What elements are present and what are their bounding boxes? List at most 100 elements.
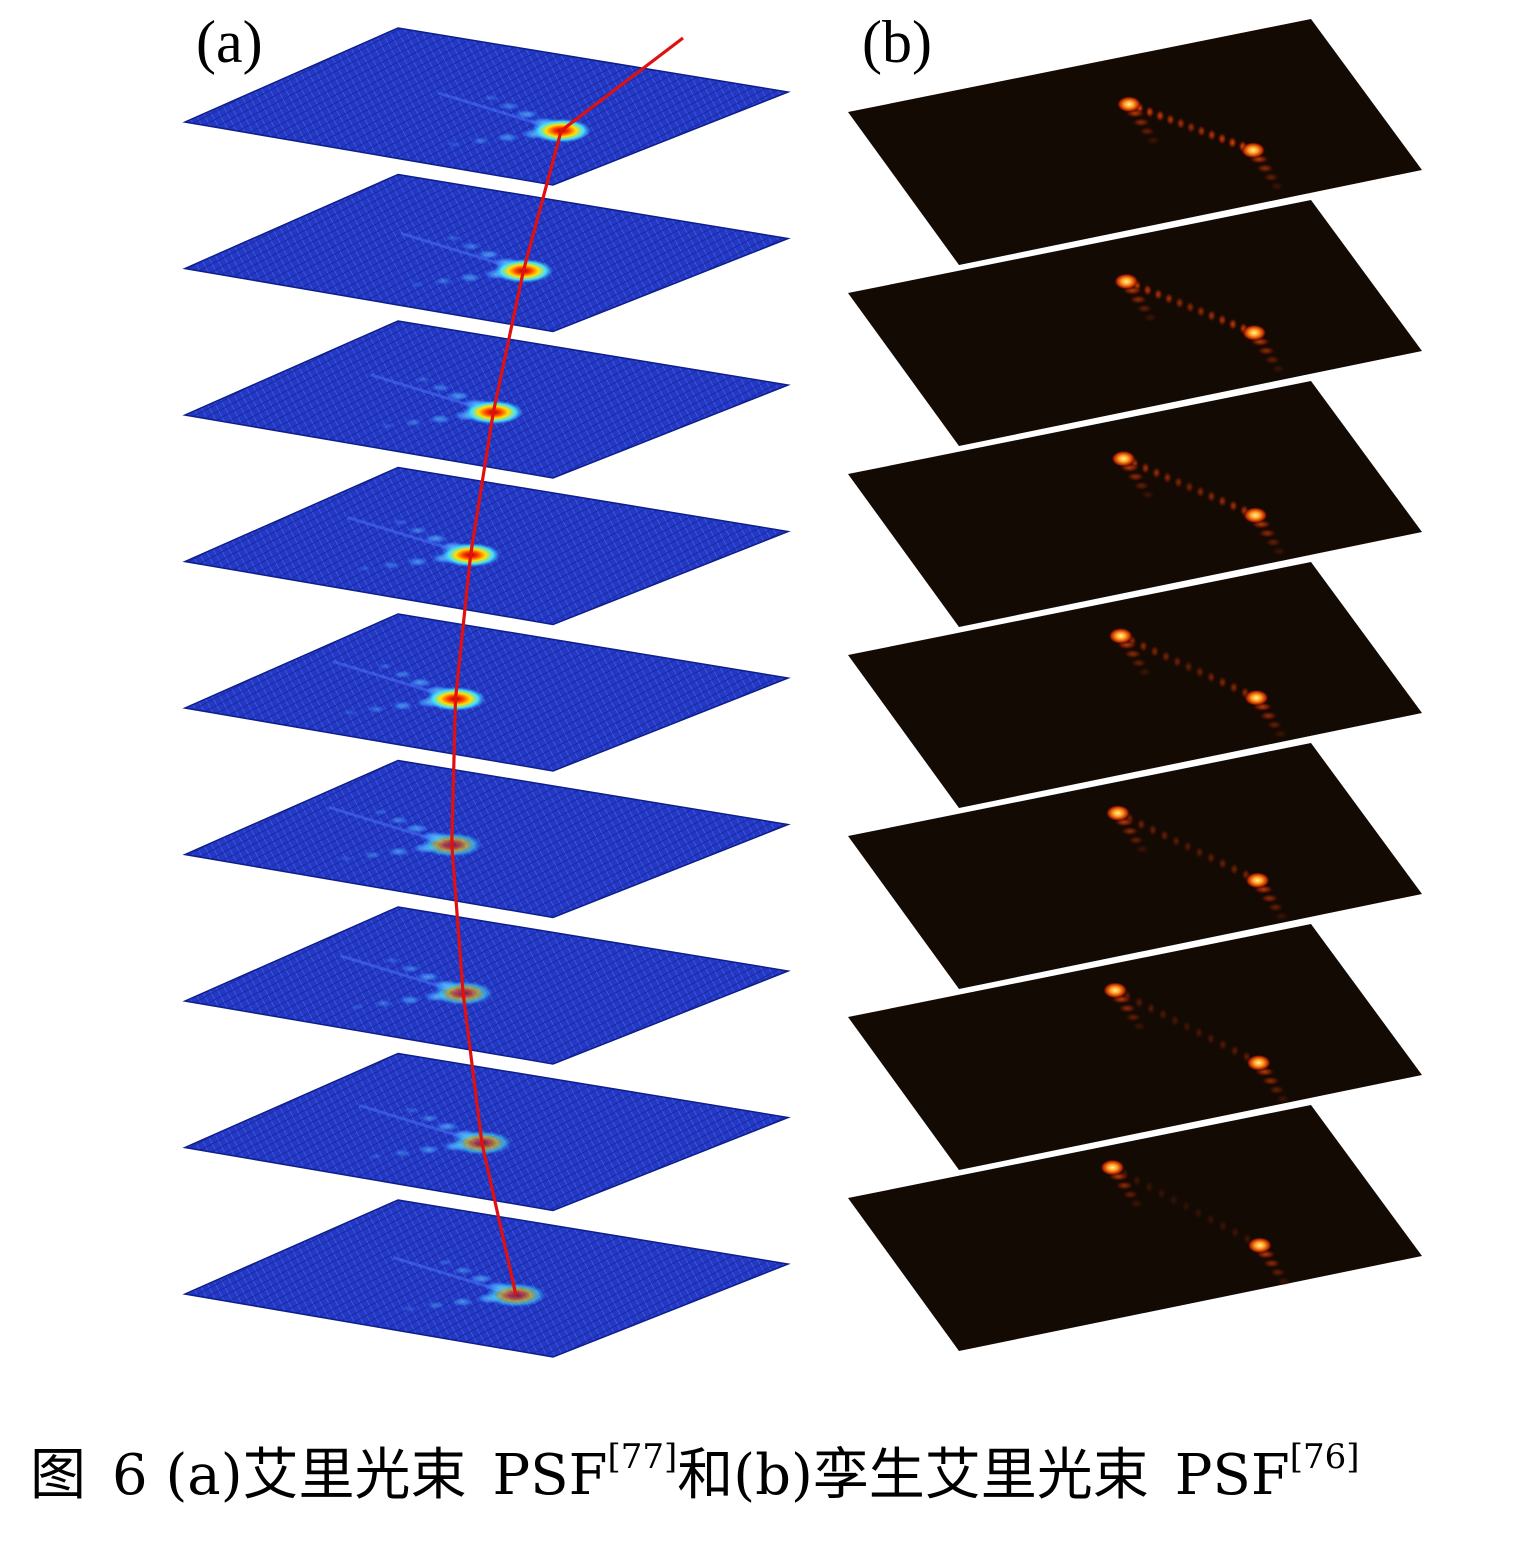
twin-airy-tail xyxy=(1260,893,1279,903)
twin-airy-lobe xyxy=(1217,313,1227,326)
caption-part-a: (a)艾里光束 xyxy=(165,1443,467,1508)
twin-airy-tail xyxy=(1261,1076,1280,1086)
airy-side-lobe xyxy=(403,1106,420,1114)
caption-fig-no: 图 xyxy=(30,1443,86,1508)
twin-airy-lobe xyxy=(1165,113,1175,126)
twin-airy-lobe xyxy=(1207,309,1217,322)
airy-side-lobe xyxy=(391,701,414,711)
twin-airy-lobe xyxy=(1160,829,1170,842)
airy-side-lobe xyxy=(388,816,409,825)
twin-airy-lobe xyxy=(1194,846,1204,859)
twin-airy-lobe xyxy=(1228,499,1238,512)
airy-side-lobe xyxy=(407,526,428,535)
twin-airy-lobe xyxy=(1193,1206,1203,1219)
airy-side-lobe xyxy=(434,277,453,285)
twin-airy-tail xyxy=(1128,835,1144,845)
panel-b-slice xyxy=(848,743,1422,989)
panel-a-slice xyxy=(182,1052,791,1212)
twin-airy-lobe xyxy=(1218,676,1228,689)
airy-side-lobe xyxy=(398,995,421,1005)
twin-airy-tail xyxy=(1130,658,1147,668)
airy-side-lobe xyxy=(430,383,451,392)
airy-side-lobe xyxy=(446,391,471,401)
twin-airy-lobe xyxy=(1229,863,1239,876)
airy-side-lobe xyxy=(428,414,451,424)
twin-airy-lobe xyxy=(1176,117,1186,130)
twin-airy-lobe xyxy=(1194,1026,1204,1039)
airy-main-lobe xyxy=(485,1283,546,1308)
twin-airy-tail xyxy=(1265,537,1282,547)
twin-airy-lobe xyxy=(1144,1180,1154,1193)
twin-airy-main-spot-left xyxy=(1108,627,1133,644)
twin-airy-lobe xyxy=(1183,840,1193,853)
twin-airy-lobe xyxy=(1155,109,1165,122)
twin-airy-lobe xyxy=(1206,851,1216,864)
panel-a-slice xyxy=(182,613,791,772)
caption-joiner: 和 xyxy=(677,1443,734,1508)
twin-airy-main-spot-right xyxy=(1244,689,1269,706)
airy-slice-plane xyxy=(182,27,791,186)
airy-side-lobe xyxy=(417,1145,440,1155)
twin-airy-lobe xyxy=(1206,1213,1216,1226)
twin-airy-main-spot-left xyxy=(1114,273,1139,290)
airy-side-lobe xyxy=(471,136,490,145)
airy-side-lobe xyxy=(382,561,401,570)
twin-airy-tail xyxy=(1121,826,1139,836)
twin-airy-lobe xyxy=(1134,996,1144,1009)
airy-side-lobe xyxy=(414,376,431,383)
twin-airy-lobe xyxy=(1136,818,1146,831)
twin-airy-lobe xyxy=(1186,121,1196,134)
twin-airy-main-spot-left xyxy=(1106,805,1130,822)
airy-side-lobe xyxy=(437,1259,454,1266)
twin-airy-lobe xyxy=(1230,1226,1240,1239)
twin-airy-tail xyxy=(1146,135,1161,145)
twin-airy-lobe xyxy=(1218,857,1228,870)
caption-psf-a: PSF xyxy=(492,1443,608,1508)
twin-airy-lobe xyxy=(1151,466,1161,479)
airy-side-lobe xyxy=(408,677,433,688)
twin-airy-tail xyxy=(1273,729,1288,739)
figure-graphic xyxy=(182,19,1422,1358)
twin-airy-tail xyxy=(1143,313,1158,323)
airy-side-lobe xyxy=(404,418,423,427)
twin-airy-tail xyxy=(1258,528,1277,538)
twin-airy-tail xyxy=(1267,902,1284,912)
twin-airy-lobe xyxy=(1170,1014,1180,1027)
twin-airy-lobe xyxy=(1217,132,1227,145)
twin-airy-main-spot-left xyxy=(1100,1159,1125,1176)
airy-side-lobe xyxy=(498,102,519,111)
panel-a-slice xyxy=(182,27,791,186)
airy-side-lobe xyxy=(400,964,421,973)
twin-airy-lobe xyxy=(1150,645,1160,658)
twin-airy-tail xyxy=(1262,1258,1281,1268)
twin-airy-lobe xyxy=(1218,1038,1228,1051)
twin-airy-lobe xyxy=(1228,318,1238,331)
twin-airy-tail xyxy=(1123,649,1142,659)
airy-side-lobe xyxy=(453,1266,474,1275)
twin-airy-lobe xyxy=(1145,105,1155,118)
panel-b-slice xyxy=(848,562,1422,808)
twin-airy-tail xyxy=(1271,364,1286,374)
airy-side-lobe xyxy=(342,709,357,716)
twin-airy-tail xyxy=(1122,1190,1139,1200)
twin-airy-tail xyxy=(1137,667,1152,677)
twin-airy-tail xyxy=(1139,126,1156,136)
twin-airy-slice-plane xyxy=(848,381,1422,627)
panel-a-slice xyxy=(182,759,791,919)
twin-airy-tail xyxy=(1263,172,1280,182)
twin-airy-slice-plane xyxy=(848,562,1422,808)
airy-side-lobe xyxy=(469,1274,493,1284)
twin-airy-tail xyxy=(1129,1199,1144,1209)
twin-airy-tail xyxy=(1118,1003,1137,1013)
airy-side-lobe xyxy=(483,94,500,102)
caption-ref-a: [77] xyxy=(607,1437,678,1477)
caption-psf-b: PSF xyxy=(1174,1443,1290,1508)
twin-airy-lobe xyxy=(1206,1032,1216,1045)
airy-side-lobe xyxy=(372,808,389,816)
twin-airy-slice-plane xyxy=(848,1105,1422,1351)
twin-airy-lobe xyxy=(1218,1219,1228,1232)
airy-side-lobe xyxy=(451,1297,474,1307)
twin-airy-main-spot-right xyxy=(1243,507,1268,524)
twin-airy-lobe xyxy=(1141,462,1151,475)
twin-airy-tail xyxy=(1125,1012,1142,1022)
